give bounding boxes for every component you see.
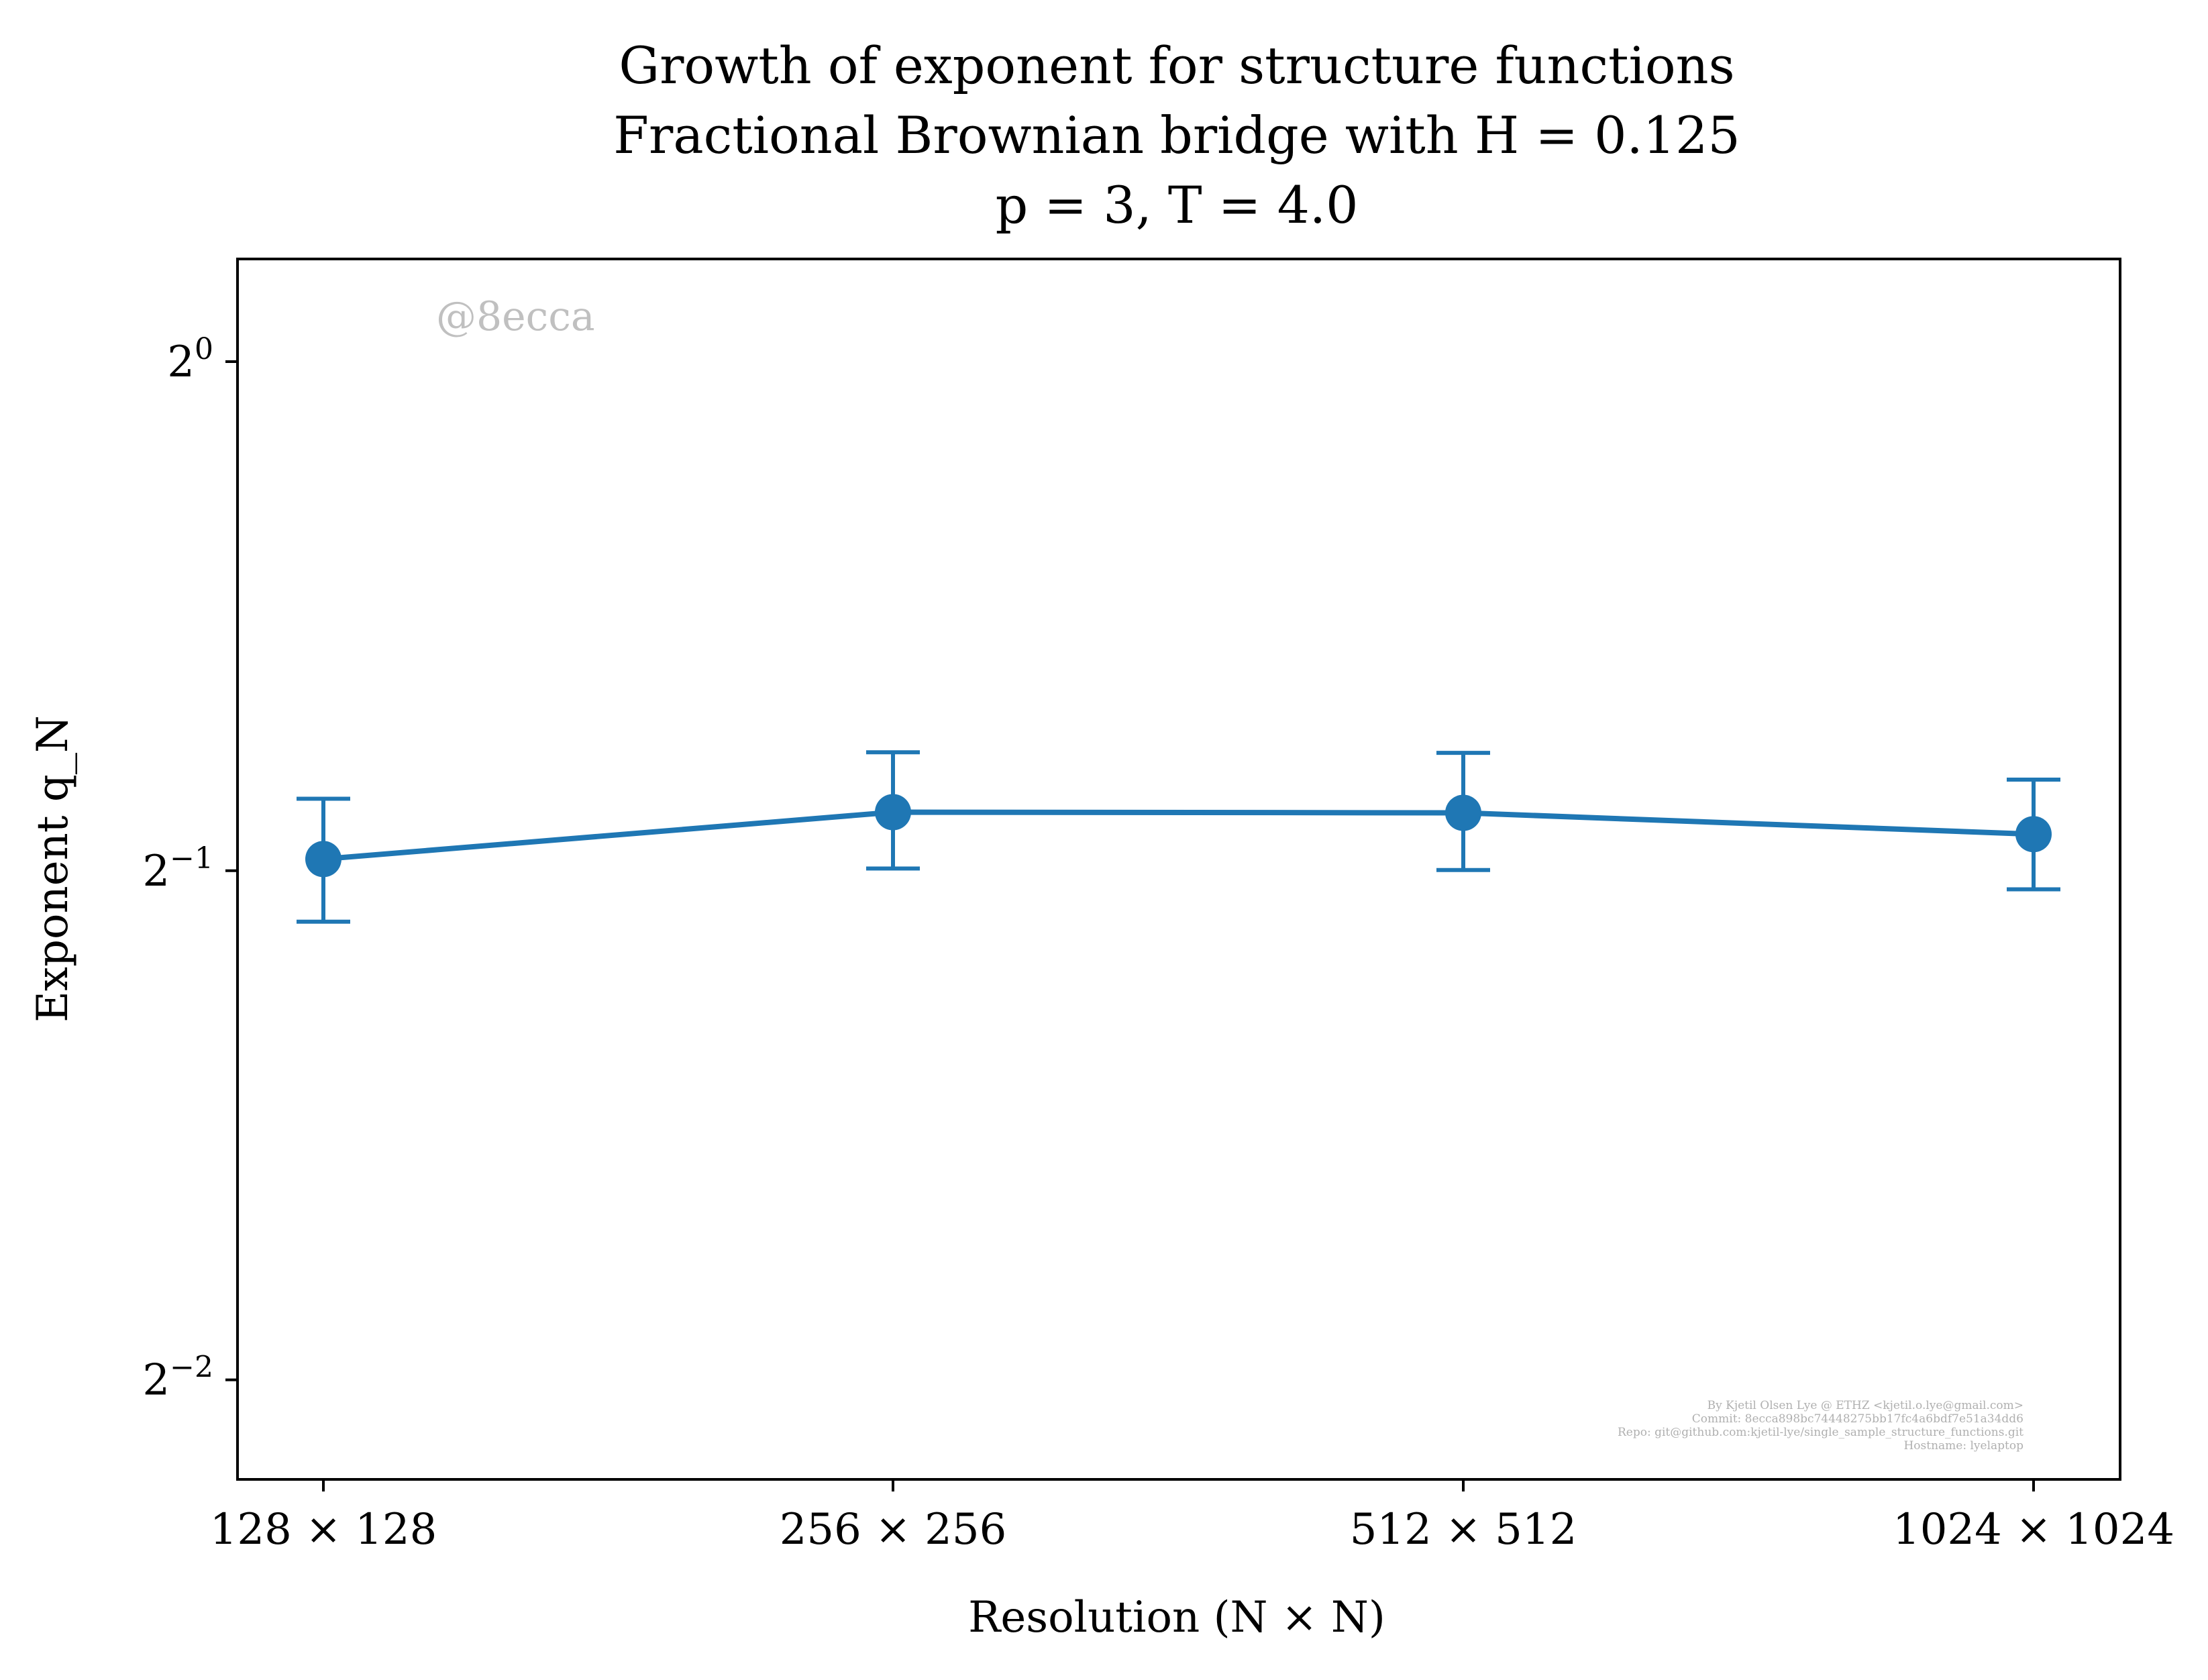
x-axis-label: Resolution (N × N)	[968, 1593, 1385, 1642]
y-tick-label: 20	[167, 332, 213, 387]
data-point	[875, 794, 911, 831]
y-axis: 20 2−1 2−2	[142, 332, 238, 1406]
credit-line-author: By Kjetil Olsen Lye @ ETHZ <kjetil.o.lye…	[1707, 1399, 2023, 1412]
credit-line-hostname: Hostname: lyelaptop	[1903, 1439, 2023, 1453]
title-line-2: Fractional Brownian bridge with H = 0.12…	[613, 105, 1740, 165]
title-line-3: p = 3, T = 4.0	[996, 175, 1359, 235]
title-line-1: Growth of exponent for structure functio…	[619, 36, 1734, 95]
data-point	[1445, 794, 1481, 831]
y-tick-label: 2−1	[142, 841, 213, 896]
x-tick-label: 256 × 256	[780, 1505, 1007, 1555]
watermark-text: @8ecca	[436, 293, 595, 340]
data-point	[305, 841, 341, 878]
y-tick-label: 2−2	[142, 1351, 213, 1406]
plot-frame	[236, 258, 2121, 1481]
x-tick-label: 1024 × 1024	[1893, 1505, 2174, 1555]
x-tick-label: 512 × 512	[1350, 1505, 1577, 1555]
series	[297, 750, 2060, 924]
series-line	[323, 809, 2034, 862]
y-axis-label: Exponent q_N	[28, 715, 78, 1022]
x-axis: 128 × 128 256 × 256 512 × 512 1024 × 1024	[210, 1479, 2174, 1555]
data-point	[2015, 816, 2052, 853]
credit-line-repo: Repo: git@github.com:kjetil-lye/single_s…	[1618, 1426, 2023, 1439]
credit-line-commit: Commit: 8ecca898bc74448275bb17fc4a6bdf7e…	[1692, 1412, 2023, 1426]
credits: By Kjetil Olsen Lye @ ETHZ <kjetil.o.lye…	[1618, 1399, 2023, 1453]
x-tick-label: 128 × 128	[210, 1505, 437, 1555]
chart-title: Growth of exponent for structure functio…	[613, 36, 1740, 235]
